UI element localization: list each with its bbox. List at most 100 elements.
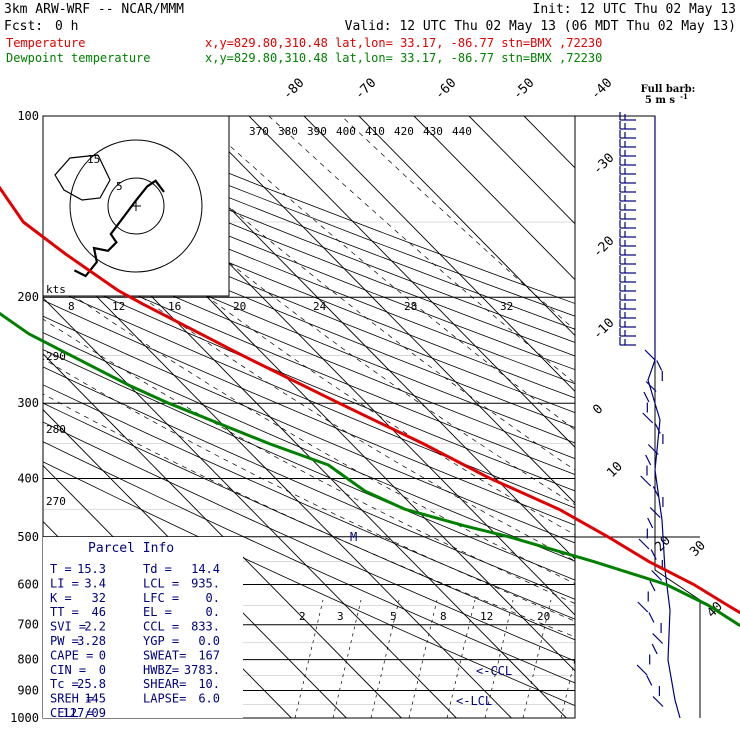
temperature-legend: Temperature — [6, 36, 85, 50]
wind-barb — [651, 643, 658, 655]
theta-label: 370 — [249, 125, 269, 138]
wind-barb — [643, 391, 650, 403]
dewpoint-location: x,y=829.80,310.48 lat,lon= 33.17, -86.77… — [205, 51, 602, 65]
wind-barb — [640, 475, 652, 487]
parcel-info-value: 10. — [198, 677, 220, 691]
theta-label: 400 — [336, 125, 356, 138]
dry-adiabat — [43, 197, 575, 414]
isotherm-label: -30 — [590, 151, 617, 178]
dry-adiabat — [43, 315, 575, 544]
dry-adiabat — [43, 441, 575, 684]
parcel-info-value: 0. — [206, 605, 220, 619]
barb-panel-frame — [575, 115, 701, 718]
parcel-info-value: LAPSE= — [143, 692, 186, 706]
parcel-info-value: LI = — [50, 576, 79, 590]
moist-adiabat — [43, 168, 575, 536]
wind-barb — [649, 507, 661, 518]
parcel-info-value: 0. — [206, 591, 220, 605]
theta-label: 410 — [365, 125, 385, 138]
wind-barb — [636, 664, 648, 676]
dry-adiabat — [43, 384, 575, 620]
diagram-frame — [42, 115, 576, 719]
parcel-info-value: 127/09 — [63, 706, 106, 720]
dry-adiabat — [43, 421, 575, 662]
parcel-info-value: CELL = — [50, 706, 93, 720]
dry-adiabat — [43, 284, 575, 509]
dry-adiabat — [43, 145, 575, 357]
parcel-info-value: 3.28 — [77, 634, 106, 648]
parcel-info-value: SWEAT= — [143, 648, 186, 662]
parcel-info-value: EL = — [143, 605, 172, 619]
isotherm — [43, 297, 457, 718]
wind-barb — [645, 381, 657, 392]
moist-adiabat — [123, 116, 575, 471]
moist-adiabat — [43, 274, 575, 585]
theta-label: 390 — [307, 125, 327, 138]
dry-adiabat — [43, 299, 575, 526]
parcel-info-value: 15.3 — [77, 562, 106, 576]
wind-barb — [649, 580, 656, 592]
mixing-ratio-label: 8 — [440, 610, 447, 623]
barb-legend-exponent: -1 — [680, 92, 688, 101]
sounding-series — [0, 185, 740, 628]
parcel-info-value: 3.4 — [84, 576, 106, 590]
hodograph-unit: kts — [46, 283, 66, 296]
theta-label: 380 — [278, 125, 298, 138]
hodograph-upper-trace — [54, 154, 111, 201]
ccl-marker: <-CCL — [476, 664, 512, 678]
wind-barbs — [619, 112, 681, 719]
isotherm — [193, 116, 575, 504]
theta-label: 440 — [452, 125, 472, 138]
parcel-info-value: 145 — [84, 692, 106, 706]
isotherm-label: -70 — [352, 76, 379, 103]
wind-barb — [652, 696, 664, 707]
isotherm-label: -20 — [590, 234, 617, 261]
pressure-label: 400 — [17, 471, 39, 485]
parcel-info-value: 25.8 — [77, 677, 106, 691]
mixing-ratio-label: 12 — [480, 610, 493, 623]
mixing-ratio-label: 20 — [233, 300, 246, 313]
pressure-label: 100 — [17, 109, 39, 123]
mixing-ratio-label: 12 — [112, 300, 125, 313]
dry-adiabat — [43, 239, 575, 460]
mixing-ratio-label: 8 — [68, 300, 75, 313]
moist-adiabat — [43, 224, 575, 562]
dry-adiabat — [43, 211, 575, 429]
pressure-label: 900 — [17, 683, 39, 697]
dewpoint-line — [0, 311, 740, 628]
parcel-info-value: SVI = — [50, 620, 86, 634]
wind-barb — [656, 360, 663, 371]
adiabat-label: 290 — [46, 350, 66, 363]
parcel-info-value: T = — [50, 562, 72, 576]
init-time: Init: 12 UTC Thu 02 May 13 — [533, 2, 737, 17]
temperature-line — [0, 185, 740, 615]
hodograph-trace — [73, 179, 165, 278]
parcel-info-value: CCL = — [143, 620, 179, 634]
barb-legend-unit: 5 m s — [645, 95, 676, 106]
pressure-label: 1000 — [10, 711, 39, 725]
dry-adiabat — [43, 461, 575, 707]
moist-adiabat — [341, 116, 575, 331]
hodograph-ring — [69, 139, 203, 273]
mixing-ratio-label: 5 — [390, 610, 397, 623]
isotherm — [43, 241, 512, 718]
parcel-info-value: 6.0 — [198, 692, 220, 706]
dry-adiabat — [43, 184, 575, 399]
parcel-info-value: LCL = — [143, 576, 179, 590]
parcel-info-value: Td = — [143, 562, 172, 576]
parcel-info-value: SREH = — [50, 692, 93, 706]
isotherm — [248, 116, 575, 448]
isotherm-label: -10 — [590, 316, 617, 343]
isotherm-label: -80 — [280, 76, 307, 103]
parcel-info-value: K = — [50, 591, 72, 605]
parcel-info-value: 0 — [99, 648, 106, 662]
parcel-box-bg — [43, 537, 243, 718]
wind-barb — [647, 444, 659, 455]
dry-adiabat — [43, 402, 575, 641]
wind-barb — [647, 517, 654, 529]
mixing-ratio-label: 24 — [313, 300, 327, 313]
isotherm — [413, 116, 575, 281]
parcel-info-value: 833. — [191, 620, 220, 634]
wind-barb — [646, 675, 653, 686]
